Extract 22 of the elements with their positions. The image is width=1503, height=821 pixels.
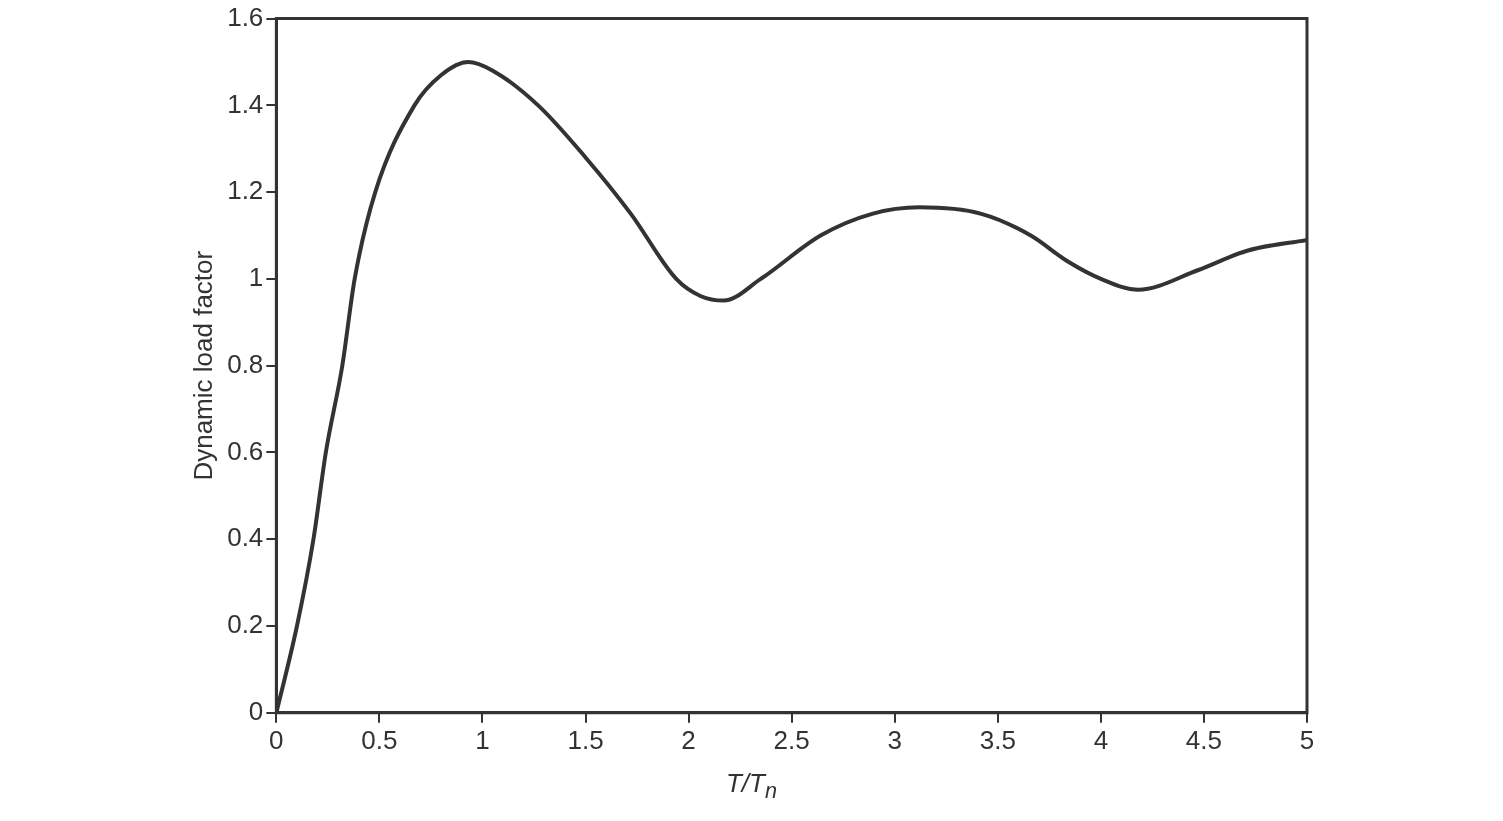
x-tick-label: 3	[887, 724, 902, 755]
y-tick-label: 1	[248, 262, 264, 293]
y-tick-label: 1.4	[227, 88, 264, 119]
x-tick-label: 0.5	[361, 724, 398, 755]
y-tick-label: 0	[248, 695, 264, 726]
y-tick-label: 0.2	[227, 609, 264, 640]
y-tick-label: 0.6	[227, 435, 264, 466]
x-tick-label: 5	[1299, 724, 1315, 755]
x-tick-label: 3.5	[979, 724, 1016, 755]
x-tick-label: 4	[1093, 724, 1109, 755]
x-tick-label: 1.5	[567, 724, 604, 755]
x-tick-label: 2.5	[773, 724, 810, 755]
y-tick-label: 1.6	[227, 1, 264, 32]
x-tick-label: 0	[269, 724, 284, 755]
y-tick-label: 0.8	[227, 348, 264, 379]
y-tick-label: 0.4	[227, 522, 264, 553]
x-tick-label: 1	[475, 724, 490, 755]
y-axis-title: Dynamic load factor	[187, 250, 218, 481]
y-tick-label: 1.2	[227, 175, 264, 206]
x-axis-title: T/T$_{n}$	[724, 768, 778, 805]
x-tick-label: 2	[681, 724, 696, 755]
x-tick-label: 4.5	[1185, 724, 1223, 755]
